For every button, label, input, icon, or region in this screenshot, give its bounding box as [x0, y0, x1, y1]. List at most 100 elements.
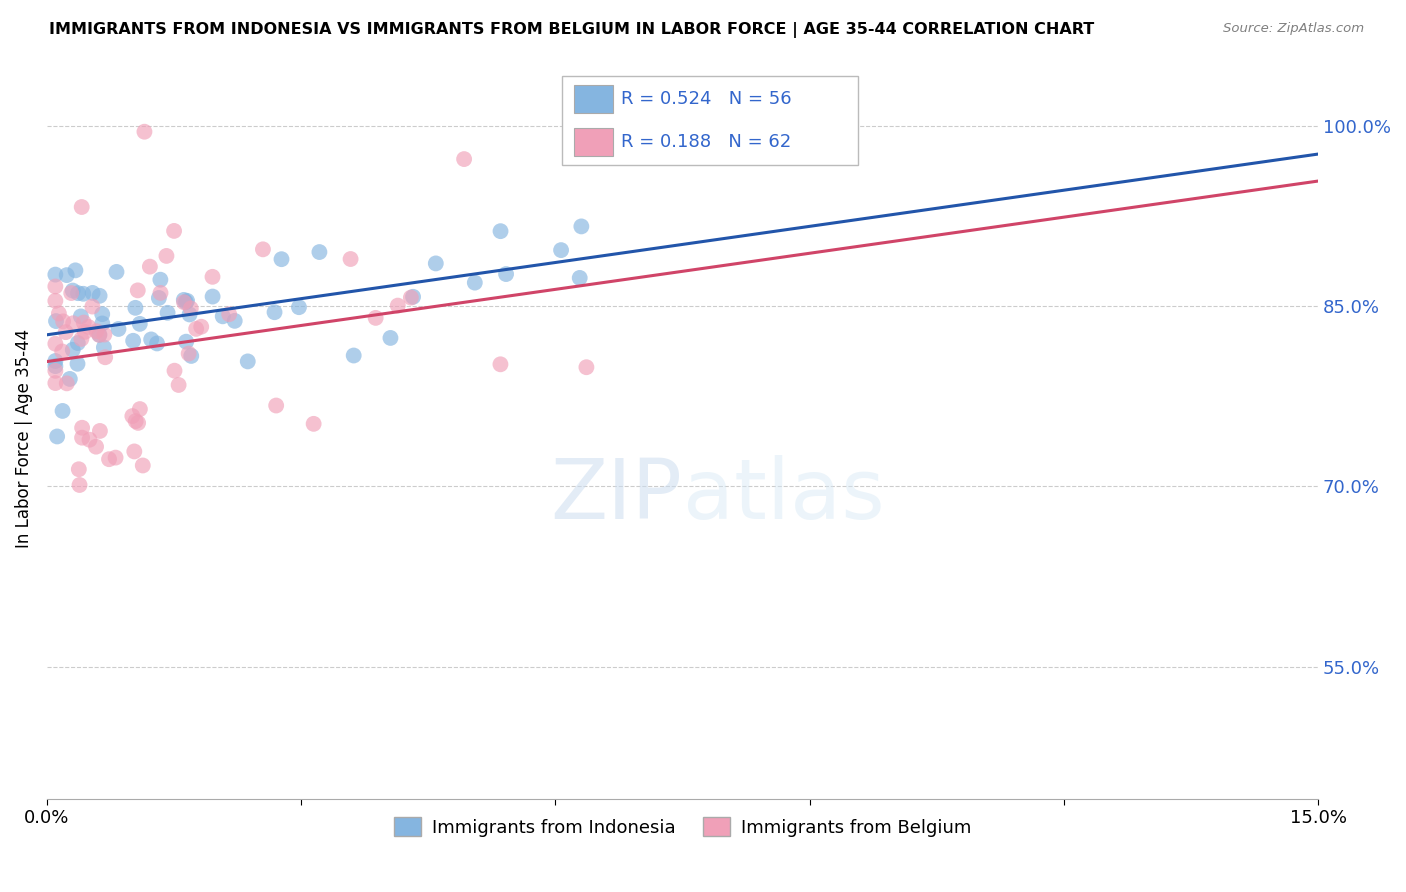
Point	[67, 462, 90, 476]
Point	[89, 424, 111, 438]
Text: atlas: atlas	[682, 455, 884, 536]
Point	[70, 421, 93, 435]
Point	[122, 334, 145, 348]
Point	[89, 327, 111, 342]
Point	[105, 265, 128, 279]
Point	[59, 372, 82, 386]
Point	[62, 284, 84, 298]
Point	[86, 324, 108, 338]
Point	[127, 416, 149, 430]
Point	[550, 243, 572, 257]
Point	[44, 376, 66, 390]
Point	[343, 349, 366, 363]
Point	[201, 269, 224, 284]
Point	[121, 409, 143, 423]
Point	[163, 364, 186, 378]
Point	[93, 327, 115, 342]
Point	[364, 310, 387, 325]
Point	[72, 286, 94, 301]
Point	[69, 478, 91, 492]
Point	[201, 289, 224, 303]
Point	[89, 327, 111, 342]
Point	[70, 332, 93, 346]
Point	[149, 273, 172, 287]
Point	[98, 452, 121, 467]
Point	[163, 224, 186, 238]
Point	[308, 245, 330, 260]
Point	[65, 263, 87, 277]
Point	[127, 284, 149, 298]
Point	[453, 152, 475, 166]
Point	[174, 295, 197, 310]
Point	[180, 301, 202, 316]
Point	[52, 314, 75, 328]
Point	[211, 310, 233, 324]
Point	[173, 295, 195, 310]
Point	[176, 293, 198, 308]
Point	[46, 429, 69, 443]
Point	[51, 344, 73, 359]
Point	[167, 378, 190, 392]
Point	[495, 267, 517, 281]
Point	[67, 286, 90, 301]
Point	[288, 300, 311, 314]
Point	[44, 279, 66, 293]
FancyBboxPatch shape	[562, 76, 858, 165]
Point	[44, 354, 66, 368]
Point	[302, 417, 325, 431]
Point	[264, 399, 287, 413]
Point	[141, 333, 163, 347]
Point	[489, 224, 512, 238]
Point	[399, 291, 422, 305]
Point	[177, 346, 200, 360]
Point	[44, 359, 66, 373]
Point	[149, 285, 172, 300]
Point	[218, 307, 240, 321]
Point	[128, 402, 150, 417]
Point	[44, 293, 66, 308]
Point	[173, 293, 195, 307]
Point	[125, 414, 148, 428]
Point	[236, 354, 259, 368]
Point	[79, 433, 101, 447]
Point	[44, 268, 66, 282]
Bar	[574, 128, 613, 156]
Point	[66, 336, 89, 351]
Point	[62, 343, 84, 357]
Point	[148, 291, 170, 305]
Point	[174, 334, 197, 349]
Point	[70, 431, 93, 445]
Text: R = 0.188   N = 62: R = 0.188 N = 62	[621, 133, 792, 151]
Point	[263, 305, 285, 319]
Point	[146, 336, 169, 351]
Point	[89, 289, 111, 303]
Point	[139, 260, 162, 274]
Legend: Immigrants from Indonesia, Immigrants from Belgium: Immigrants from Indonesia, Immigrants fr…	[387, 810, 979, 844]
Bar	[574, 85, 613, 113]
Y-axis label: In Labor Force | Age 35-44: In Labor Force | Age 35-44	[15, 328, 32, 548]
Point	[70, 200, 93, 214]
Point	[252, 243, 274, 257]
Point	[55, 268, 77, 282]
Point	[568, 271, 591, 285]
Point	[77, 320, 100, 334]
Point	[84, 440, 107, 454]
Point	[387, 299, 409, 313]
Point	[70, 310, 93, 324]
Point	[134, 125, 156, 139]
Point	[489, 357, 512, 371]
Point	[190, 319, 212, 334]
Point	[73, 316, 96, 330]
Text: ZIP: ZIP	[551, 455, 682, 536]
Point	[55, 325, 77, 339]
Text: IMMIGRANTS FROM INDONESIA VS IMMIGRANTS FROM BELGIUM IN LABOR FORCE | AGE 35-44 : IMMIGRANTS FROM INDONESIA VS IMMIGRANTS …	[49, 22, 1094, 38]
Point	[180, 349, 202, 363]
Point	[52, 404, 75, 418]
Point	[156, 306, 179, 320]
Point	[62, 316, 84, 330]
Point	[93, 341, 115, 355]
Point	[45, 314, 67, 328]
Point	[155, 249, 177, 263]
Point	[124, 301, 146, 315]
Point	[82, 285, 104, 300]
